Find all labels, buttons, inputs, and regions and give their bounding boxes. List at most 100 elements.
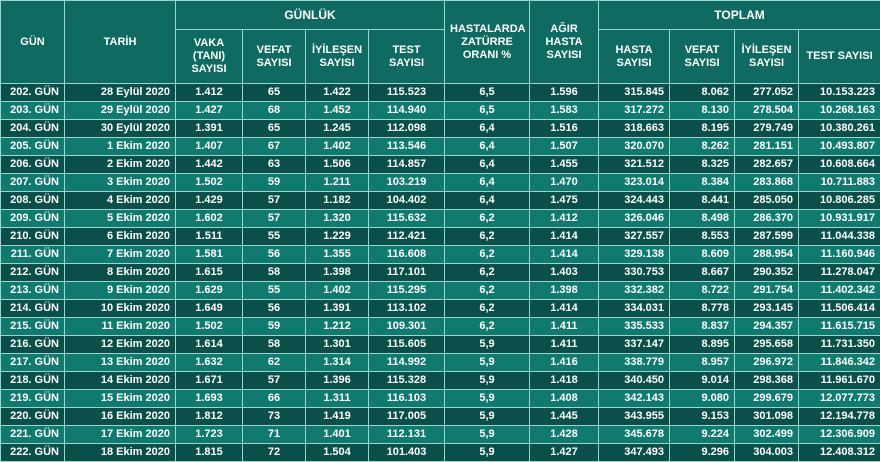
cell-vaka: 1.632	[175, 353, 243, 372]
cell-zaturre: 6,2	[444, 299, 531, 318]
cell-tarih: 3 Ekim 2020	[64, 173, 176, 192]
cell-test: 103.219	[367, 173, 446, 192]
cell-toplam-test: 11.160.946	[798, 245, 880, 264]
cell-toplam-test: 12.306.909	[798, 425, 880, 444]
cell-iyilesen: 1.504	[305, 443, 369, 462]
table-row: 203. GÜN 29 Eylül 2020 1.427 68 1.452 114.940…	[0, 101, 880, 120]
cell-zaturre: 6,2	[444, 263, 531, 282]
cell-vefat: 62	[242, 353, 306, 372]
header-gun: GÜN	[0, 0, 65, 84]
cell-toplam-iyilesen: 294.357	[734, 317, 800, 336]
cell-toplam-test: 11.846.342	[798, 353, 880, 372]
cell-test: 117.101	[367, 263, 446, 282]
cell-vefat: 71	[242, 425, 306, 444]
cell-toplam-test: 11.402.342	[798, 281, 880, 300]
cell-toplam-iyilesen: 277.052	[734, 83, 800, 102]
cell-toplam-vefat: 8.553	[669, 227, 736, 246]
cell-toplam-iyilesen: 279.749	[734, 119, 800, 138]
cell-vaka: 1.391	[175, 119, 243, 138]
cell-zaturre: 6,2	[444, 245, 531, 264]
cell-test: 116.103	[367, 389, 446, 408]
cell-vaka: 1.629	[175, 281, 243, 300]
cell-gun: 206. GÜN	[0, 155, 65, 174]
cell-agir-hasta: 1.414	[529, 245, 600, 264]
cell-toplam-vefat: 9.224	[669, 425, 736, 444]
cell-toplam-test: 10.608.664	[798, 155, 880, 174]
cell-test: 101.403	[367, 443, 446, 462]
cell-test: 115.523	[367, 83, 446, 102]
cell-toplam-hasta: 315.845	[598, 83, 671, 102]
cell-toplam-vefat: 9.153	[669, 407, 736, 426]
header-toplam-hasta: HASTA SAYISI	[598, 29, 671, 84]
cell-toplam-test: 11.731.350	[798, 335, 880, 354]
cell-gun: 220. GÜN	[0, 407, 65, 426]
cell-toplam-vefat: 8.384	[669, 173, 736, 192]
cell-tarih: 2 Ekim 2020	[64, 155, 176, 174]
cell-test: 117.005	[367, 407, 446, 426]
table-row: 210. GÜN 6 Ekim 2020 1.511 55 1.229 112.421 6,…	[0, 227, 880, 246]
header-test: TEST SAYISI	[367, 29, 446, 84]
cell-vaka: 1.614	[175, 335, 243, 354]
cell-vaka: 1.693	[175, 389, 243, 408]
cell-agir-hasta: 1.516	[529, 119, 600, 138]
cell-tarih: 14 Ekim 2020	[64, 371, 176, 390]
cell-toplam-hasta: 318.663	[598, 119, 671, 138]
cell-gun: 207. GÜN	[0, 173, 65, 192]
cell-vefat: 63	[242, 155, 306, 174]
cell-toplam-hasta: 335.533	[598, 317, 671, 336]
cell-zaturre: 6,2	[444, 281, 531, 300]
cell-toplam-test: 10.268.163	[798, 101, 880, 120]
cell-toplam-hasta: 338.779	[598, 353, 671, 372]
table-row: 214. GÜN 10 Ekim 2020 1.649 56 1.391 113.102 6…	[0, 299, 880, 318]
cell-vefat: 59	[242, 317, 306, 336]
cell-toplam-iyilesen: 299.679	[734, 389, 800, 408]
cell-toplam-vefat: 8.957	[669, 353, 736, 372]
cell-test: 114.857	[367, 155, 446, 174]
cell-test: 104.402	[367, 191, 446, 210]
cell-toplam-iyilesen: 283.868	[734, 173, 800, 192]
cell-vefat: 66	[242, 389, 306, 408]
cell-toplam-hasta: 337.147	[598, 335, 671, 354]
cell-iyilesen: 1.245	[305, 119, 369, 138]
cell-agir-hasta: 1.470	[529, 173, 600, 192]
header-vefat: VEFAT SAYISI	[242, 29, 306, 84]
cell-iyilesen: 1.301	[305, 335, 369, 354]
cell-iyilesen: 1.229	[305, 227, 369, 246]
cell-zaturre: 5,9	[444, 389, 531, 408]
cell-toplam-iyilesen: 293.145	[734, 299, 800, 318]
table-row: 220. GÜN 16 Ekim 2020 1.812 73 1.419 117.005 5…	[0, 407, 880, 426]
cell-toplam-hasta: 342.143	[598, 389, 671, 408]
cell-vefat: 59	[242, 173, 306, 192]
cell-gun: 222. GÜN	[0, 443, 65, 462]
table-row: 222. GÜN 18 Ekim 2020 1.815 72 1.504 101.403 5…	[0, 443, 880, 462]
table-row: 209. GÜN 5 Ekim 2020 1.602 57 1.320 115.632 6,…	[0, 209, 880, 228]
cell-agir-hasta: 1.455	[529, 155, 600, 174]
cell-toplam-iyilesen: 288.954	[734, 245, 800, 264]
cell-vaka: 1.615	[175, 263, 243, 282]
cell-agir-hasta: 1.403	[529, 263, 600, 282]
cell-toplam-vefat: 8.062	[669, 83, 736, 102]
cell-agir-hasta: 1.418	[529, 371, 600, 390]
cell-iyilesen: 1.422	[305, 83, 369, 102]
cell-test: 114.992	[367, 353, 446, 372]
cell-toplam-test: 11.615.715	[798, 317, 880, 336]
cell-toplam-test: 10.806.285	[798, 191, 880, 210]
cell-tarih: 5 Ekim 2020	[64, 209, 176, 228]
cell-toplam-test: 11.506.414	[798, 299, 880, 318]
cell-toplam-vefat: 8.262	[669, 137, 736, 156]
cell-agir-hasta: 1.408	[529, 389, 600, 408]
cell-test: 115.605	[367, 335, 446, 354]
cell-vaka: 1.649	[175, 299, 243, 318]
cell-vaka: 1.429	[175, 191, 243, 210]
cell-toplam-hasta: 324.443	[598, 191, 671, 210]
cell-toplam-vefat: 8.325	[669, 155, 736, 174]
cell-vefat: 56	[242, 299, 306, 318]
cell-vefat: 56	[242, 245, 306, 264]
cell-iyilesen: 1.452	[305, 101, 369, 120]
cell-agir-hasta: 1.583	[529, 101, 600, 120]
cell-toplam-test: 12.408.312	[798, 443, 880, 462]
cell-test: 112.098	[367, 119, 446, 138]
cell-iyilesen: 1.212	[305, 317, 369, 336]
cell-iyilesen: 1.182	[305, 191, 369, 210]
cell-tarih: 17 Ekim 2020	[64, 425, 176, 444]
